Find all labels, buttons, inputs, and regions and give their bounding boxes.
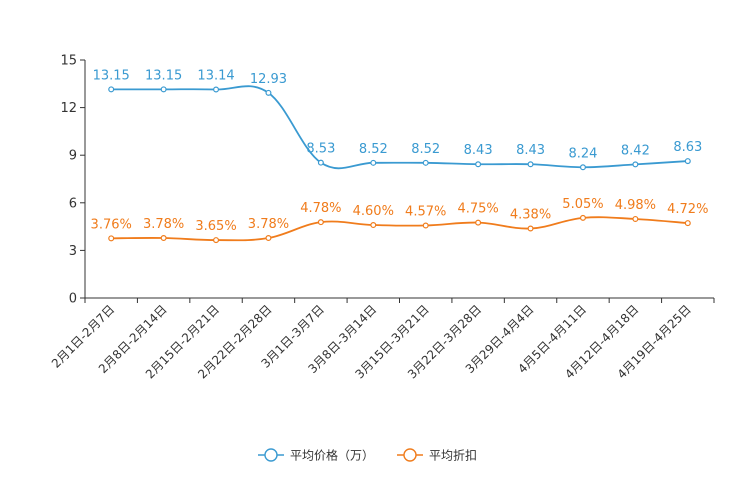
legend-label: 平均折扣 xyxy=(429,448,477,463)
data-point xyxy=(527,161,534,168)
data-label: 8.42 xyxy=(621,143,650,158)
data-label: 4.57% xyxy=(405,204,446,219)
data-point xyxy=(684,220,691,227)
data-point xyxy=(317,159,324,166)
data-label: 3.65% xyxy=(195,219,236,234)
series-layer: 13.15 13.15 13.14 12.93 8.53 8.52 8.52 8.43 8.43… xyxy=(91,68,708,244)
legend-marker-icon xyxy=(403,448,417,462)
data-point xyxy=(579,164,586,171)
data-point xyxy=(265,235,272,242)
data-label: 3.78% xyxy=(248,217,289,232)
x-axis: 2月1日-2月7日2月8日-2月14日2月15日-2月21日2月22日-2月28… xyxy=(49,297,715,382)
data-label: 12.93 xyxy=(250,72,287,87)
y-tick-label: 0 xyxy=(69,292,77,307)
legend-label: 平均价格（万） xyxy=(290,448,374,463)
data-label: 4.75% xyxy=(457,202,498,217)
y-tick-label: 9 xyxy=(69,149,77,164)
data-label: 13.15 xyxy=(93,68,130,83)
data-point xyxy=(579,214,586,221)
data-label: 4.72% xyxy=(667,202,708,217)
data-point xyxy=(422,222,429,229)
series-1: 13.15 13.15 13.14 12.93 8.53 8.52 8.52 8.43 8.43… xyxy=(93,68,702,171)
data-point xyxy=(213,86,220,93)
data-label: 8.43 xyxy=(464,143,493,158)
data-label: 3.78% xyxy=(143,217,184,232)
data-label: 8.53 xyxy=(306,142,335,157)
data-point xyxy=(160,235,167,242)
data-label: 5.05% xyxy=(562,197,603,212)
data-point xyxy=(370,159,377,166)
data-label: 4.60% xyxy=(353,204,394,219)
y-tick-label: 12 xyxy=(60,101,77,116)
y-tick-label: 6 xyxy=(69,196,77,211)
data-label: 13.14 xyxy=(197,69,234,84)
data-label: 4.98% xyxy=(615,198,656,213)
data-label: 4.38% xyxy=(510,208,551,223)
data-label: 8.63 xyxy=(673,140,702,155)
data-label: 13.15 xyxy=(145,68,182,83)
data-label: 8.52 xyxy=(359,142,388,157)
data-point xyxy=(317,219,324,226)
data-point xyxy=(265,89,272,96)
data-point xyxy=(213,237,220,244)
series-line xyxy=(111,85,688,170)
series-2: 3.76% 3.78% 3.65% 3.78% 4.78% 4.60% 4.57% 4.75%… xyxy=(91,197,708,244)
legend-marker-icon xyxy=(264,448,278,462)
data-point xyxy=(370,222,377,229)
data-label: 8.43 xyxy=(516,143,545,158)
data-point xyxy=(475,219,482,226)
data-point xyxy=(108,86,115,93)
data-point xyxy=(632,215,639,222)
series-line xyxy=(111,216,688,242)
data-label: 4.78% xyxy=(300,201,341,216)
data-label: 3.76% xyxy=(91,217,132,232)
data-point xyxy=(475,161,482,168)
legend: 平均价格（万） 平均折扣 xyxy=(258,448,477,463)
data-point xyxy=(684,158,691,165)
data-point xyxy=(108,235,115,242)
legend-item-2[interactable]: 平均折扣 xyxy=(397,448,477,463)
legend-item-1[interactable]: 平均价格（万） xyxy=(258,448,374,463)
data-label: 8.52 xyxy=(411,142,440,157)
data-point xyxy=(527,225,534,232)
data-point xyxy=(422,159,429,166)
y-tick-label: 3 xyxy=(69,244,77,259)
data-point xyxy=(160,86,167,93)
data-point xyxy=(632,161,639,168)
y-axis: 0 3 6 9 12 15 xyxy=(60,54,86,307)
y-tick-label: 15 xyxy=(60,54,77,69)
data-label: 8.24 xyxy=(568,146,597,161)
